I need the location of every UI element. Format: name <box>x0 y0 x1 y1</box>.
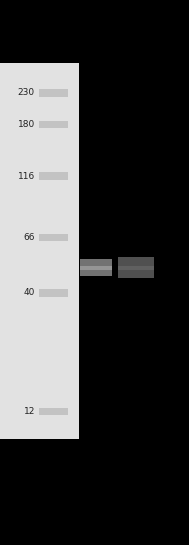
Bar <box>0 63 79 439</box>
Bar <box>80 259 112 276</box>
Bar <box>118 265 154 270</box>
Bar <box>39 289 68 296</box>
Text: 40: 40 <box>24 288 35 298</box>
Text: 116: 116 <box>18 172 35 181</box>
Text: 12: 12 <box>24 407 35 416</box>
Bar <box>39 121 68 129</box>
Text: 180: 180 <box>18 120 35 129</box>
Text: 230: 230 <box>18 88 35 97</box>
Bar <box>80 265 112 270</box>
Bar <box>39 172 68 180</box>
Bar <box>39 89 68 96</box>
Bar <box>39 408 68 415</box>
Text: 66: 66 <box>23 233 35 242</box>
Text: -CNDP2: -CNDP2 <box>161 264 189 273</box>
Bar <box>118 257 154 278</box>
Bar <box>39 234 68 241</box>
